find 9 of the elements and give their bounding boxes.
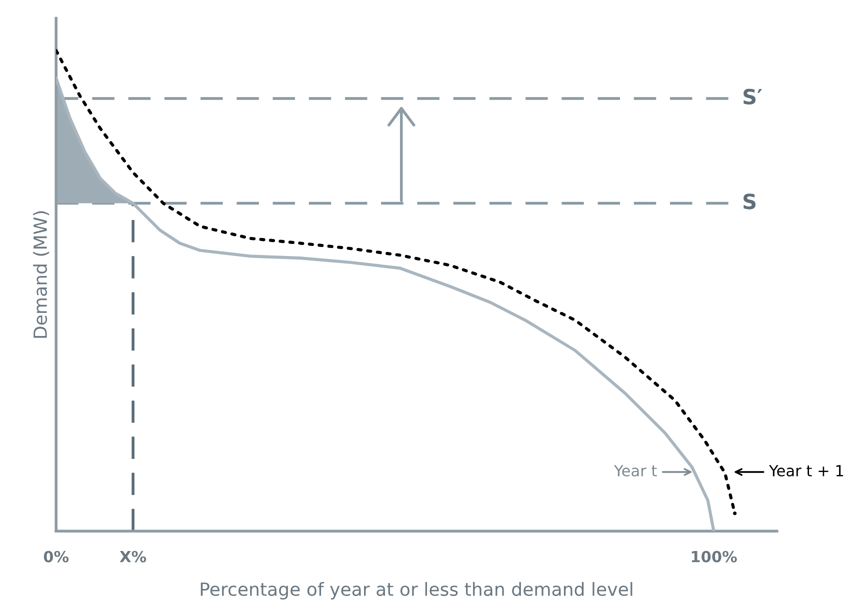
ref-line-label: S′ [744,88,762,105]
x-tick-label: 100% [692,550,737,562]
x-tick-label: 0% [44,550,69,562]
x-axis-title: Percentage of year at or less than demand level [200,582,632,600]
x-tick-label: X% [120,550,146,562]
ref-line-label: S [744,194,756,210]
annotation: Year t [614,465,657,476]
y-axis-title: Demand (MW) [33,211,50,338]
annotation: Year t + 1 [768,465,844,476]
